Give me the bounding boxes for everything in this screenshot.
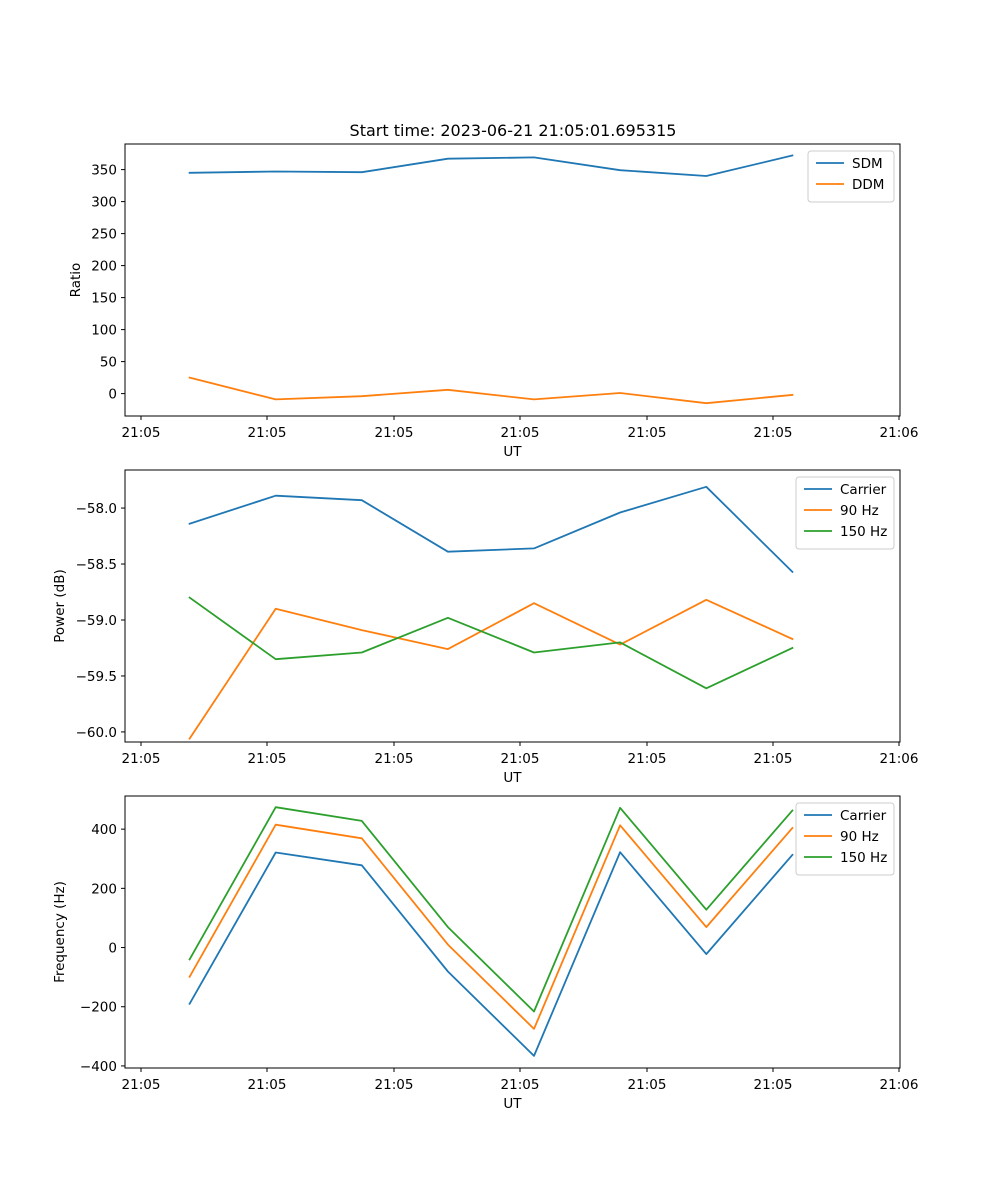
x-tick-label: 21:05 — [501, 751, 540, 767]
legend-label: 150 Hz — [840, 524, 887, 540]
series-line-2 — [188, 598, 794, 740]
x-axis-label: UT — [503, 444, 522, 460]
series-line-1 — [188, 154, 794, 177]
y-axis-label: Power (dB) — [52, 569, 68, 642]
x-tick-label: 21:06 — [880, 751, 919, 767]
x-tick-label: 21:05 — [754, 425, 793, 441]
x-tick-label: 21:05 — [122, 751, 161, 767]
legend-label: Carrier — [840, 808, 887, 824]
subplot-frequency: 21:05 21:05 21:05 21:05 21:05 21:05 21:06 −400 −… — [52, 795, 919, 1112]
plot-frame — [124, 469, 901, 743]
y-tick-label: 200 — [91, 259, 117, 275]
plot-frame — [124, 143, 901, 417]
y-tick-label: 0 — [108, 941, 117, 957]
x-tick-label: 21:05 — [501, 425, 540, 441]
figure-title: Start time: 2023-06-21 21:05:01.695315 — [350, 121, 677, 140]
y-tick-label: 250 — [91, 227, 117, 243]
y-tick-label: −58.5 — [76, 557, 117, 573]
legend-label: Carrier — [840, 482, 887, 498]
series-line-1 — [188, 485, 794, 574]
x-tick-label: 21:05 — [248, 751, 287, 767]
series-line-2 — [188, 376, 794, 405]
plot-frame — [124, 795, 901, 1069]
x-tick-label: 21:05 — [248, 1077, 287, 1093]
y-axis-label: Frequency (Hz) — [52, 881, 68, 983]
y-tick-label: −60.0 — [76, 725, 117, 741]
x-tick-label: 21:05 — [628, 751, 667, 767]
series-line-3 — [188, 596, 794, 690]
x-tick-label: 21:06 — [880, 1077, 919, 1093]
series-line-1 — [188, 851, 794, 1057]
x-tick-label: 21:05 — [375, 1077, 414, 1093]
x-tick-label: 21:05 — [375, 425, 414, 441]
x-tick-label: 21:05 — [122, 1077, 161, 1093]
x-tick-label: 21:05 — [248, 425, 287, 441]
legend-label: DDM — [852, 177, 884, 193]
y-tick-label: 200 — [91, 881, 117, 897]
y-tick-label: −59.5 — [76, 669, 117, 685]
y-tick-label: 150 — [91, 291, 117, 307]
y-tick-label: −59.0 — [76, 613, 117, 629]
x-tick-label: 21:05 — [122, 425, 161, 441]
legend-label: 150 Hz — [840, 850, 887, 866]
x-tick-label: 21:05 — [754, 751, 793, 767]
y-tick-label: 0 — [108, 387, 117, 403]
y-tick-label: 300 — [91, 195, 117, 211]
x-tick-label: 21:05 — [628, 425, 667, 441]
legend-label: 90 Hz — [840, 503, 879, 519]
y-tick-label: 400 — [91, 822, 117, 838]
x-tick-label: 21:05 — [754, 1077, 793, 1093]
legend-label: 90 Hz — [840, 829, 879, 845]
x-tick-label: 21:05 — [501, 1077, 540, 1093]
y-tick-label: 50 — [100, 355, 117, 371]
y-tick-label: −200 — [80, 1000, 117, 1016]
y-tick-label: −58.0 — [76, 501, 117, 517]
subplot-power: 21:05 21:05 21:05 21:05 21:05 21:05 21:06 −60.0… — [52, 469, 919, 786]
series-line-3 — [188, 806, 794, 1013]
series-line-2 — [188, 823, 794, 1030]
subplot-ratio: 21:05 21:05 21:05 21:05 21:05 21:05 21:06 0 50 10… — [68, 143, 919, 460]
y-tick-label: −400 — [80, 1059, 117, 1075]
y-tick-label: 350 — [91, 163, 117, 179]
legend-label: SDM — [852, 156, 883, 172]
x-axis-label: UT — [503, 1096, 522, 1112]
x-axis-label: UT — [503, 770, 522, 786]
x-tick-label: 21:06 — [880, 425, 919, 441]
y-axis-label: Ratio — [68, 263, 84, 298]
x-tick-label: 21:05 — [628, 1077, 667, 1093]
y-tick-label: 100 — [91, 323, 117, 339]
x-tick-label: 21:05 — [375, 751, 414, 767]
